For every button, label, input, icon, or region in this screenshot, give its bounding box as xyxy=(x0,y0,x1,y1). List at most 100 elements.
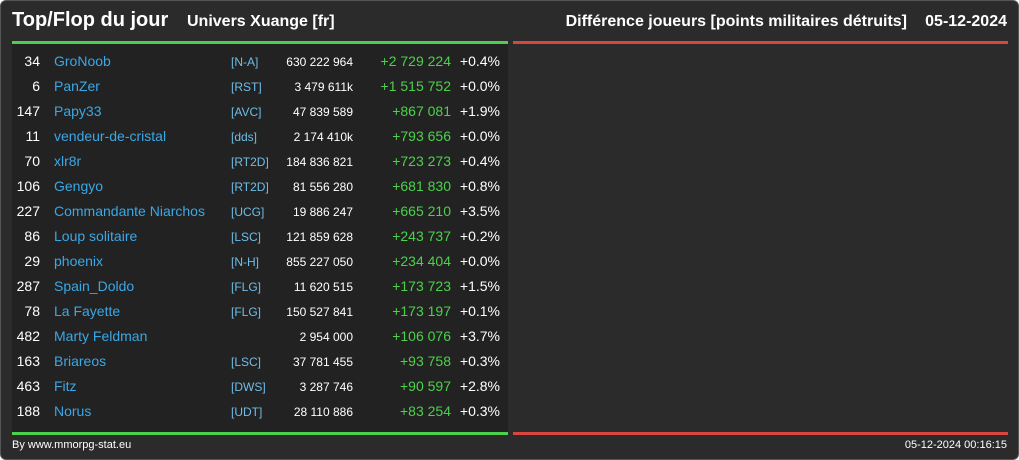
player-name-link[interactable]: Loup solitaire xyxy=(54,228,138,244)
top-accent-bar-bottom xyxy=(12,432,508,435)
player-rank: 147 xyxy=(16,103,40,119)
points-difference: +83 254 xyxy=(400,403,451,419)
points-difference: +723 273 xyxy=(392,153,451,169)
player-name-link[interactable]: Marty Feldman xyxy=(54,328,148,344)
alliance-tag-link[interactable]: [AVC] xyxy=(231,105,262,119)
player-name-link[interactable]: PanZer xyxy=(54,78,100,94)
player-name-link[interactable]: La Fayette xyxy=(54,303,121,319)
points-difference: +234 404 xyxy=(392,253,451,269)
alliance-tag-link[interactable]: [LSC] xyxy=(231,230,262,244)
player-name-link[interactable]: Spain_Doldo xyxy=(54,278,135,294)
alliance-tag-link[interactable]: [dds] xyxy=(231,130,258,144)
player-name-link[interactable]: vendeur-de-cristal xyxy=(54,128,167,144)
flop-accent-bar-bottom xyxy=(513,432,1008,435)
player-points: 19 886 247 xyxy=(292,205,353,219)
ranking-date: 05-12-2024 xyxy=(925,13,1007,30)
table-row: 86 Loup solitaire [LSC] 121 859 628 +243 737… xyxy=(12,224,508,249)
percent-change: +0.0% xyxy=(459,128,500,144)
page-title: Top/Flop du jour xyxy=(12,9,169,31)
percent-change: +0.0% xyxy=(459,253,500,269)
percent-change: +0.1% xyxy=(459,303,500,319)
player-rank: 163 xyxy=(16,353,40,369)
player-points: 150 527 841 xyxy=(286,305,353,319)
percent-change: +0.4% xyxy=(459,53,500,69)
points-difference: +243 737 xyxy=(392,228,451,244)
player-points: 121 859 628 xyxy=(286,230,353,244)
table-row: 106 Gengyo [RT2D] 81 556 280 +681 830 +0.8% xyxy=(12,174,508,199)
player-rank: 34 xyxy=(24,53,40,69)
player-rank: 86 xyxy=(24,228,40,244)
points-difference: +665 210 xyxy=(392,203,451,219)
player-points: 2 954 000 xyxy=(299,330,353,344)
header: Top/Flop du jour Univers Xuange [fr] Dif… xyxy=(1,1,1018,41)
ranking-subtitle: Différence joueurs [points militaires dé… xyxy=(565,13,907,30)
points-difference: +2 729 224 xyxy=(380,53,451,69)
site-credit: By www.mmorpg-stat.eu xyxy=(12,439,132,451)
table-row: 78 La Fayette [FLG] 150 527 841 +173 197 +0.1… xyxy=(12,299,508,324)
top-accent-bar xyxy=(12,41,508,44)
player-rank: 482 xyxy=(16,328,40,344)
alliance-tag-link[interactable]: [FLG] xyxy=(231,305,262,319)
alliance-tag-link[interactable]: [N-A] xyxy=(231,55,259,69)
player-name-link[interactable]: Norus xyxy=(54,403,92,419)
player-name-link[interactable]: Papy33 xyxy=(54,103,102,119)
points-difference: +106 076 xyxy=(392,328,451,344)
percent-change: +0.3% xyxy=(459,403,500,419)
player-name-link[interactable]: Briareos xyxy=(54,353,107,369)
table-row: 227 Commandante Niarchos [UCG] 19 886 247 +6… xyxy=(12,199,508,224)
alliance-tag-link[interactable]: [FLG] xyxy=(231,280,262,294)
alliance-tag-link[interactable]: [UCG] xyxy=(231,205,265,219)
table-row: 6 PanZer [RST] 3 479 611k +1 515 752 +0.0% xyxy=(12,74,508,99)
percent-change: +2.8% xyxy=(459,378,500,394)
points-difference: +681 830 xyxy=(392,178,451,194)
alliance-tag-link[interactable]: [UDT] xyxy=(231,405,263,419)
table-row: 29 phoenix [N-H] 855 227 050 +234 404 +0.0% xyxy=(12,249,508,274)
alliance-tag-link[interactable]: [DWS] xyxy=(231,380,266,394)
alliance-tag-link[interactable]: [N-H] xyxy=(231,255,259,269)
player-points: 28 110 886 xyxy=(293,405,353,419)
player-points: 3 479 611k xyxy=(294,80,354,94)
player-rank: 287 xyxy=(16,278,40,294)
player-name-link[interactable]: Gengyo xyxy=(54,178,104,194)
player-points: 630 222 964 xyxy=(286,55,353,69)
alliance-tag-link[interactable]: [RT2D] xyxy=(231,180,269,194)
player-name-link[interactable]: Fitz xyxy=(54,378,77,394)
points-difference: +90 597 xyxy=(400,378,451,394)
player-rank: 188 xyxy=(16,403,40,419)
player-rank: 463 xyxy=(16,378,40,394)
player-points: 3 287 746 xyxy=(299,380,353,394)
flop-accent-bar xyxy=(513,41,1008,44)
table-row: 482 Marty Feldman 2 954 000 +106 076 +3.7% xyxy=(12,324,508,349)
player-name-link[interactable]: Commandante Niarchos xyxy=(54,203,205,219)
player-name-link[interactable]: phoenix xyxy=(54,253,104,269)
alliance-tag-link[interactable]: [RST] xyxy=(231,80,262,94)
percent-change: +0.8% xyxy=(459,178,500,194)
player-rank: 29 xyxy=(24,253,40,269)
player-points: 855 227 050 xyxy=(286,255,353,269)
table-row: 463 Fitz [DWS] 3 287 746 +90 597 +2.8% xyxy=(12,374,508,399)
percent-change: +0.2% xyxy=(459,228,500,244)
table-row: 188 Norus [UDT] 28 110 886 +83 254 +0.3% xyxy=(12,399,508,424)
universe-label: Univers Xuange [fr] xyxy=(187,13,335,30)
alliance-tag-link[interactable]: [RT2D] xyxy=(231,155,269,169)
percent-change: +0.0% xyxy=(459,78,500,94)
percent-change: +0.4% xyxy=(459,153,500,169)
percent-change: +1.5% xyxy=(459,278,500,294)
player-points: 81 556 280 xyxy=(292,180,353,194)
points-difference: +793 656 xyxy=(392,128,451,144)
alliance-tag-link[interactable]: [LSC] xyxy=(231,355,262,369)
player-points: 37 781 455 xyxy=(292,355,353,369)
player-name-link[interactable]: xlr8r xyxy=(54,153,82,169)
player-points: 184 836 821 xyxy=(286,155,353,169)
generated-timestamp: 05-12-2024 00:16:15 xyxy=(904,439,1007,451)
percent-change: +3.5% xyxy=(459,203,500,219)
percent-change: +0.3% xyxy=(459,353,500,369)
table-row: 11 vendeur-de-cristal [dds] 2 174 410k +793 … xyxy=(12,124,508,149)
player-rank: 78 xyxy=(24,303,40,319)
player-name-link[interactable]: GroNoob xyxy=(54,53,111,69)
percent-change: +1.9% xyxy=(459,103,500,119)
flop-panel xyxy=(513,44,1008,432)
player-points: 47 839 589 xyxy=(292,105,353,119)
points-difference: +173 197 xyxy=(392,303,451,319)
